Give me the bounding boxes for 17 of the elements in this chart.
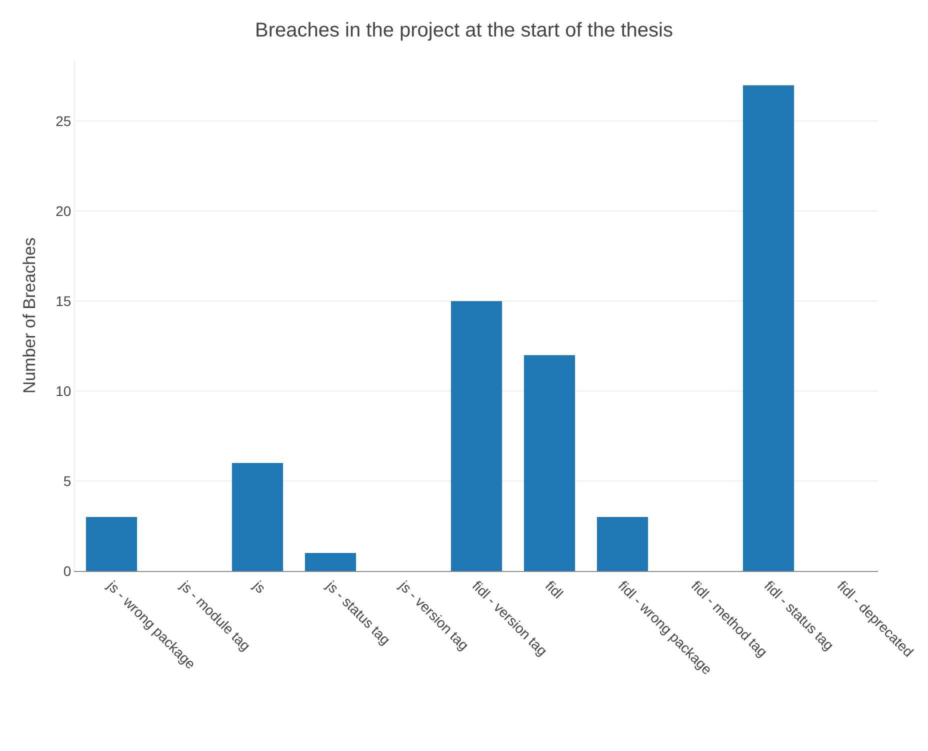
chart-title: Breaches in the project at the start of the thesis — [254, 20, 674, 42]
y-tick-label: 10 — [56, 382, 72, 399]
bar — [450, 301, 502, 571]
bar — [86, 517, 138, 571]
y-tick-label: 15 — [56, 293, 72, 310]
bar — [742, 85, 794, 571]
y-tick-label: 20 — [56, 203, 72, 220]
bar — [524, 355, 576, 571]
bar — [304, 553, 356, 571]
x-tick-label: js — [250, 576, 269, 596]
y-tick-label: 25 — [56, 113, 72, 130]
y-tick-label: 5 — [63, 472, 72, 489]
y-tick-label: 0 — [63, 562, 72, 579]
x-tick-label: fidl — [542, 578, 566, 602]
bar — [232, 463, 284, 571]
y-axis-title: Number of Breaches — [20, 238, 40, 394]
bar — [596, 517, 648, 571]
